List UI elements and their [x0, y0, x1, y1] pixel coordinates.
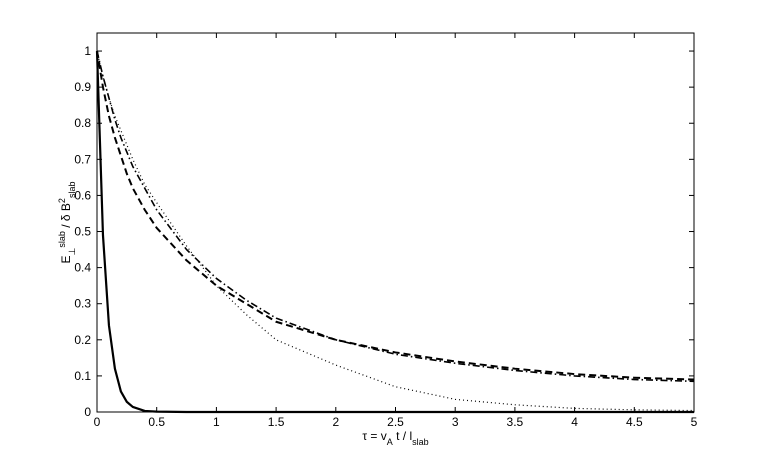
x-axis-label-part: τ = v — [362, 429, 386, 443]
y-tick-label: 0.1 — [74, 369, 91, 383]
data-line — [96, 50, 695, 383]
x-tick-label: 2.5 — [387, 415, 404, 429]
x-tick-label: 0 — [94, 415, 101, 429]
y-tick-label: 0.3 — [74, 297, 91, 311]
y-tick-label: 1 — [84, 44, 91, 58]
data-line — [95, 51, 694, 414]
y-tick-label: 0.4 — [74, 261, 91, 275]
y-axis-label-part: ⊥ — [67, 247, 77, 255]
y-axis-label-part: slab — [67, 182, 77, 199]
data-line — [96, 50, 695, 412]
x-axis-label: τ = vA t / lslab — [362, 429, 428, 447]
x-tick-label: 1 — [213, 415, 220, 429]
x-tick-label: 5 — [691, 415, 698, 429]
x-tick-label: 3 — [452, 415, 459, 429]
data-line — [96, 50, 695, 381]
y-axis-label-part: / δ B — [59, 203, 73, 231]
y-tick-label: 0.6 — [74, 188, 91, 202]
x-tick-label: 4 — [571, 415, 578, 429]
y-tick-label: 0.8 — [74, 116, 91, 130]
y-axis-label-part: slab — [57, 231, 67, 248]
y-tick-label: 0.5 — [74, 225, 91, 239]
plot-frame — [96, 32, 695, 413]
x-axis-label-part: A — [387, 437, 393, 447]
y-axis-label: E⊥slab / δ B2slab — [57, 182, 77, 264]
x-tick-label: 3.5 — [507, 415, 524, 429]
y-axis-label-part: E — [59, 255, 73, 263]
y-tick-label: 0.7 — [74, 152, 91, 166]
x-tick-label: 4.5 — [626, 415, 643, 429]
x-axis-label-part: slab — [412, 437, 429, 447]
y-tick-label: 0.2 — [74, 333, 91, 347]
x-tick-label: 1.5 — [268, 415, 285, 429]
x-axis-label-part: t / l — [393, 429, 412, 443]
y-tick-label: 0 — [84, 405, 91, 419]
y-axis-label-part: 2 — [57, 198, 67, 203]
y-tick-label: 0.9 — [74, 80, 91, 94]
x-tick-label: 0.5 — [148, 415, 165, 429]
x-tick-label: 2 — [332, 415, 339, 429]
